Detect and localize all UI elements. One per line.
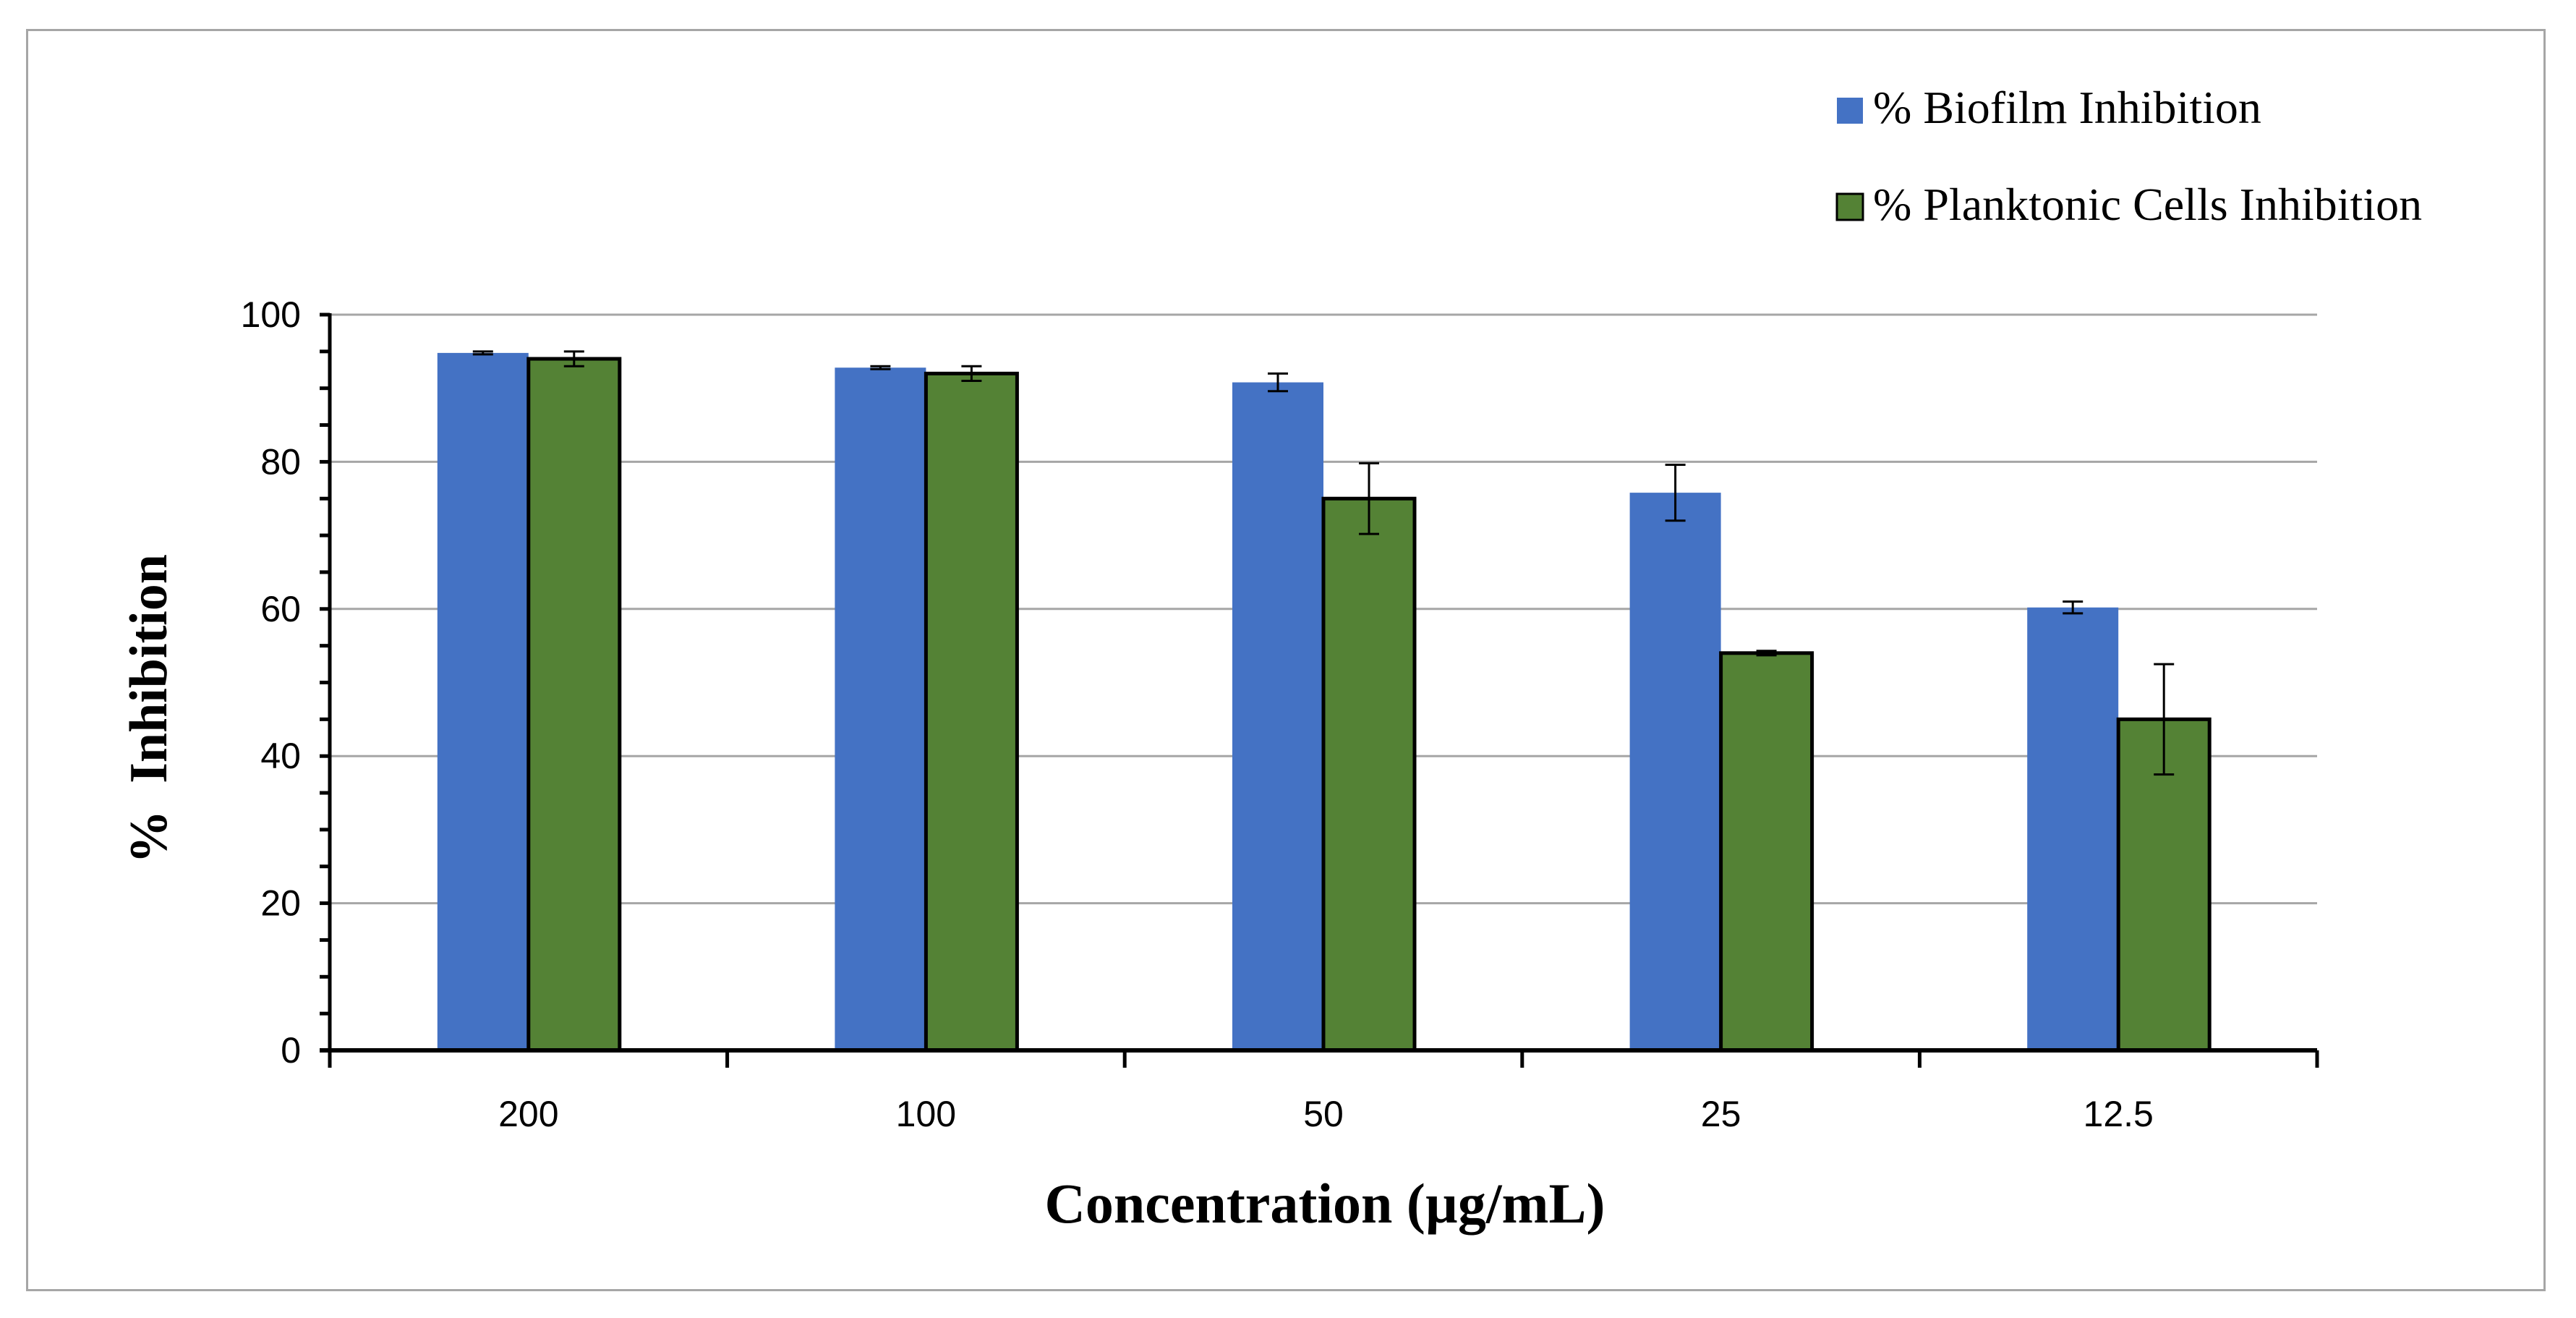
- error-bar-planktonic-12.5: [2154, 663, 2175, 776]
- error-bar-planktonic-100: [961, 365, 982, 383]
- bar-planktonic-200: [526, 357, 622, 1053]
- error-bar-planktonic-25: [1756, 650, 1777, 657]
- error-bar-biofilm-100: [870, 365, 891, 370]
- x-tick-label-25: 25: [1701, 1094, 1741, 1134]
- x-tick-label-12.5: 12.5: [2084, 1094, 2154, 1134]
- bar-biofilm-50: [1232, 382, 1323, 1050]
- legend: % Biofilm Inhibition % Planktonic Cells …: [1835, 82, 2422, 230]
- error-bar-biofilm-12.5: [2063, 600, 2084, 615]
- x-axis-title: Concentration (µg/mL): [1044, 1172, 1605, 1235]
- bar-biofilm-12.5: [2027, 607, 2119, 1050]
- y-axis-title: % Inhibition: [119, 554, 179, 864]
- legend-label-biofilm: % Biofilm Inhibition: [1873, 82, 2261, 133]
- y-tick-label-60: 60: [260, 589, 301, 629]
- y-tick-label-100: 100: [241, 294, 301, 335]
- bar-planktonic-100: [924, 371, 1019, 1053]
- y-tick-label-0: 0: [281, 1030, 301, 1071]
- error-bar-biofilm-200: [472, 350, 493, 356]
- legend-swatch-biofilm: [1837, 98, 1863, 124]
- error-bars: [472, 350, 2175, 776]
- y-tick-label-40: 40: [260, 736, 301, 776]
- legend-label-planktonic: % Planktonic Cells Inhibition: [1873, 179, 2422, 230]
- bar-biofilm-25: [1629, 493, 1721, 1050]
- x-tick-labels: 200 100 50 25 12.5: [498, 1094, 2154, 1134]
- x-tick-label-200: 200: [498, 1094, 558, 1134]
- x-tick-label-50: 50: [1303, 1094, 1344, 1134]
- bar-biofilm-100: [835, 367, 926, 1050]
- x-tick-label-100: 100: [896, 1094, 956, 1134]
- error-bar-biofilm-50: [1268, 372, 1288, 393]
- y-tick-label-20: 20: [260, 883, 301, 924]
- error-bar-planktonic-200: [563, 350, 584, 367]
- axes: [320, 313, 2319, 1068]
- y-tick-label-80: 80: [260, 441, 301, 482]
- bar-planktonic-50: [1321, 496, 1417, 1053]
- bar-planktonic-25: [1719, 651, 1814, 1053]
- legend-swatch-planktonic: [1835, 192, 1864, 221]
- error-bar-planktonic-50: [1359, 462, 1379, 535]
- bar-biofilm-200: [437, 352, 529, 1050]
- error-bar-biofilm-25: [1665, 463, 1686, 522]
- bars: [437, 352, 2212, 1053]
- y-tick-labels: 0 20 40 60 80 100: [241, 294, 301, 1071]
